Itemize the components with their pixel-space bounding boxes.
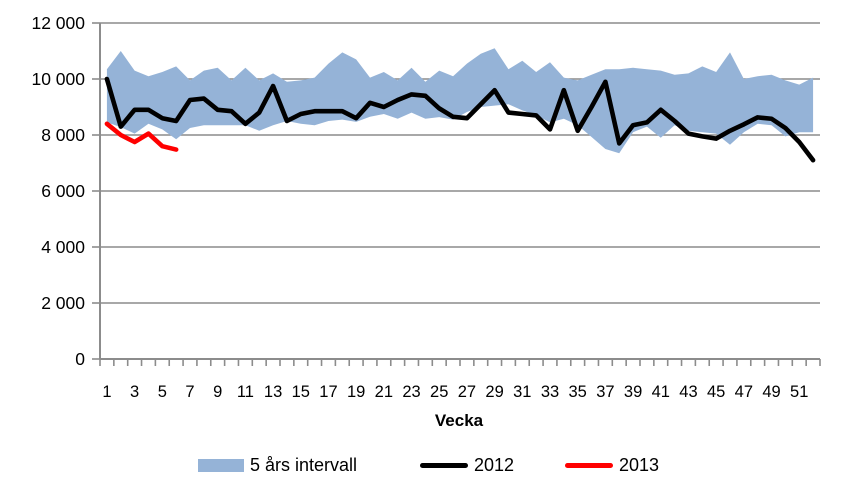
x-tick-label-19: 19 xyxy=(347,383,365,401)
x-tick-label-33: 33 xyxy=(541,383,559,401)
x-tick-label-27: 27 xyxy=(458,383,476,401)
x-tick-label-39: 39 xyxy=(624,383,642,401)
x-tick-label-1: 1 xyxy=(102,383,111,401)
x-tick-label-31: 31 xyxy=(513,383,531,401)
x-tick-label-13: 13 xyxy=(264,383,282,401)
y-tick-label: 12 000 xyxy=(31,13,85,33)
legend-item-2013: 2013 xyxy=(565,454,659,476)
x-tick-label-21: 21 xyxy=(375,383,393,401)
x-tick-label-5: 5 xyxy=(158,383,167,401)
y-tick-label: 0 xyxy=(75,349,85,369)
legend-line-2013 xyxy=(565,462,613,468)
legend-label-2012: 2012 xyxy=(474,455,515,475)
x-tick-label-41: 41 xyxy=(652,383,670,401)
legend-line-2012 xyxy=(420,462,468,468)
x-tick-label-9: 9 xyxy=(213,383,222,401)
band-5yr-interval xyxy=(106,48,814,154)
y-tick-label: 6 000 xyxy=(41,181,85,201)
y-tick-label: 4 000 xyxy=(41,237,85,257)
x-tick-label-45: 45 xyxy=(707,383,725,401)
x-tick-label-37: 37 xyxy=(596,383,614,401)
x-tick-label-25: 25 xyxy=(430,383,448,401)
x-tick-label-35: 35 xyxy=(569,383,587,401)
x-tick-label-11: 11 xyxy=(237,383,254,401)
x-tick-label-47: 47 xyxy=(735,383,753,401)
legend-item-5yr-interval: 5 års intervall xyxy=(198,454,357,476)
x-tick-label-15: 15 xyxy=(292,383,310,401)
x-tick-label-23: 23 xyxy=(402,383,420,401)
x-tick-label-29: 29 xyxy=(485,383,503,401)
x-tick-label-51: 51 xyxy=(790,383,808,401)
y-tick-label: 10 000 xyxy=(31,69,85,89)
x-tick-label-49: 49 xyxy=(762,383,780,401)
x-tick-label-3: 3 xyxy=(130,383,139,401)
legend-label-2013: 2013 xyxy=(619,455,660,475)
y-tick-label: 8 000 xyxy=(41,125,85,145)
legend-item-2012: 2012 xyxy=(420,454,514,476)
legend-swatch-5yr-interval xyxy=(198,458,244,472)
x-tick-label-7: 7 xyxy=(185,383,194,401)
x-tick-label-43: 43 xyxy=(679,383,697,401)
legend-label-5yr-interval: 5 års intervall xyxy=(250,455,358,475)
x-tick-label-17: 17 xyxy=(319,383,337,401)
y-tick-label: 2 000 xyxy=(41,293,85,313)
series-line-2012 xyxy=(104,76,816,163)
series-line-2013 xyxy=(104,121,179,152)
legend: 5 års intervall 2012 2013 xyxy=(0,452,861,482)
x-axis-title: Vecka xyxy=(434,411,484,430)
